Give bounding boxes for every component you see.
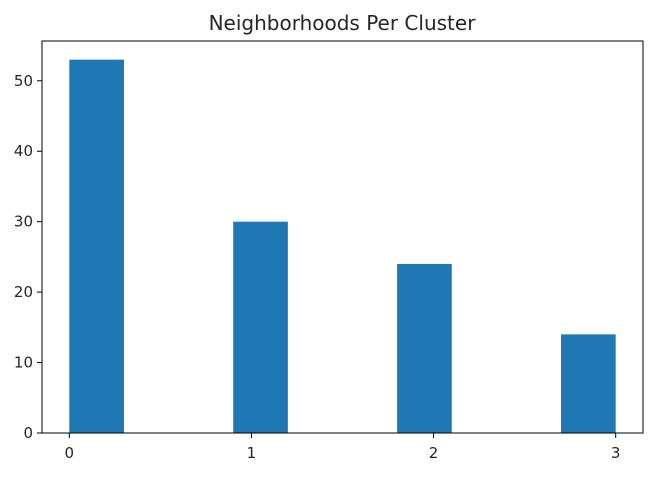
x-tick-label-1: 1 bbox=[247, 444, 257, 462]
x-tick-label-0: 0 bbox=[65, 444, 75, 462]
y-axis-ticks: 0 10 20 30 40 50 bbox=[14, 72, 42, 442]
plot-frame bbox=[41, 40, 644, 434]
y-tick-label-1: 10 bbox=[14, 354, 33, 372]
y-tick-label-2: 20 bbox=[14, 283, 33, 301]
x-axis-ticks: 0 1 2 3 bbox=[65, 433, 621, 462]
bar-0 bbox=[69, 59, 124, 434]
x-tick-label-2: 2 bbox=[429, 444, 439, 462]
bar-1 bbox=[233, 221, 288, 433]
plot-area bbox=[42, 41, 643, 433]
bar-3 bbox=[561, 334, 616, 433]
y-tick-label-5: 50 bbox=[14, 72, 33, 90]
y-tick-label-4: 40 bbox=[14, 142, 33, 160]
bars bbox=[69, 59, 616, 434]
y-tick-label-3: 30 bbox=[14, 213, 33, 231]
y-tick-label-0: 0 bbox=[23, 424, 33, 442]
x-tick-label-3: 3 bbox=[611, 444, 621, 462]
bar-2 bbox=[397, 263, 452, 433]
chart-title: Neighborhoods Per Cluster bbox=[209, 11, 477, 35]
